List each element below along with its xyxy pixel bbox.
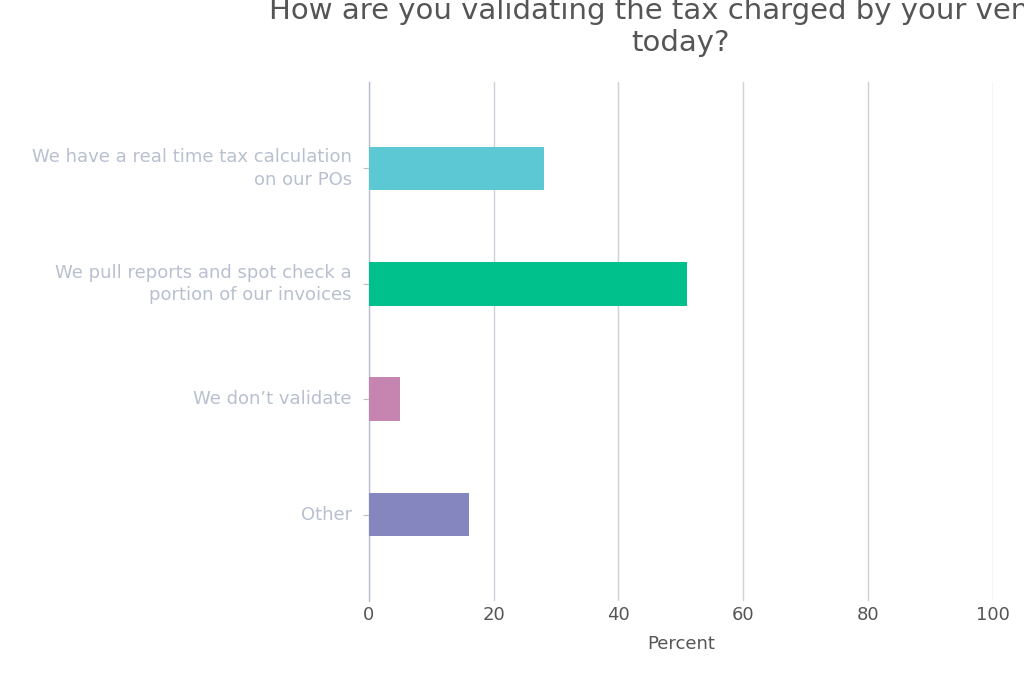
Title: How are you validating the tax charged by your vendors
today?: How are you validating the tax charged b… [269, 0, 1024, 57]
X-axis label: Percent: Percent [647, 635, 715, 653]
Bar [369, 492, 469, 536]
Bar [369, 147, 544, 191]
Bar [369, 377, 399, 421]
Bar [369, 262, 687, 306]
